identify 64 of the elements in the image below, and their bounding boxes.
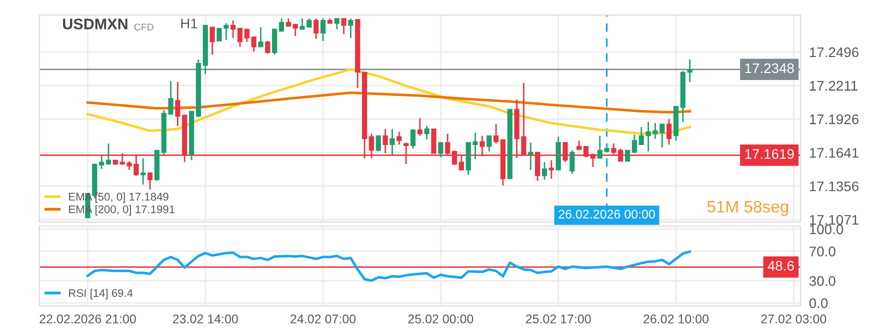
- candlestick: [265, 40, 270, 54]
- y-tick-label: 17.1641: [810, 148, 858, 158]
- candlestick: [493, 123, 499, 144]
- y-tick-label: 17.1071: [810, 214, 858, 225]
- y-tick-label: 70.0: [810, 246, 836, 256]
- x-tick-label: 27.02 03:00: [761, 314, 826, 324]
- candlestick: [147, 172, 153, 190]
- y-tick-label: 17.2211: [810, 80, 858, 91]
- candlestick: [99, 154, 104, 170]
- candlestick: [106, 142, 112, 165]
- candlestick: [632, 134, 638, 154]
- candlestick: [528, 142, 534, 171]
- ref-line-label: 17.2348: [745, 63, 794, 74]
- ref-line-label: 48.6: [768, 260, 794, 271]
- candlestick: [292, 24, 298, 37]
- x-tick-label: 25.02 17:00: [526, 314, 591, 324]
- candlestick: [348, 18, 354, 39]
- candlestick: [272, 28, 278, 56]
- annotation: H1: [181, 18, 198, 28]
- ref-line-label: 26.02.2026 00:00: [558, 210, 655, 219]
- candlestick: [624, 150, 630, 162]
- candlestick: [410, 129, 416, 150]
- candlestick: [334, 18, 340, 30]
- y-tick-label: 0.0: [809, 298, 828, 308]
- annotation: 51M 58seg: [707, 200, 788, 216]
- candlestick: [542, 161, 548, 180]
- x-tick-label: 25.02 00:00: [408, 314, 474, 324]
- y-tick-label: 17.1926: [810, 114, 858, 124]
- text: CFD: [134, 24, 154, 30]
- line-series: [86, 91, 692, 114]
- legend-label: RSI [14] 69.4: [69, 288, 133, 300]
- candlestick: [376, 135, 381, 152]
- chart-title: USDMXN: [63, 18, 128, 30]
- candlestick: [424, 125, 430, 140]
- x-tick-label: 24.02 07:00: [290, 314, 356, 324]
- x-tick-label: 26.02 10:00: [644, 314, 709, 324]
- candlestick: [570, 150, 575, 175]
- candlestick: [417, 117, 422, 136]
- y-tick-label: 30.0: [809, 276, 836, 286]
- candlestick: [486, 135, 492, 152]
- line-series: [86, 250, 692, 282]
- candlestick: [548, 159, 554, 180]
- candlestick: [314, 18, 319, 40]
- candlestick: [230, 20, 236, 39]
- candlestick: [210, 26, 215, 56]
- candlestick: [390, 128, 395, 156]
- candlestick: [396, 131, 402, 146]
- x-tick-label: 23.02 14:00: [172, 314, 238, 324]
- x-tick-label: 22.02.2026 21:00: [40, 314, 136, 324]
- candlestick: [320, 18, 326, 42]
- y-tick-label: 100.0: [810, 224, 844, 234]
- y-tick-label: 17.2496: [810, 47, 858, 58]
- candlestick: [258, 26, 264, 48]
- candlestick: [140, 158, 146, 186]
- candlestick: [341, 18, 346, 35]
- candlestick: [244, 28, 250, 43]
- candlestick: [687, 58, 692, 83]
- candlestick: [278, 18, 284, 32]
- candlestick: [438, 142, 444, 158]
- candlestick: [237, 28, 243, 48]
- candlestick: [251, 36, 256, 52]
- candlestick: [666, 118, 672, 146]
- ref-line-label: 17.1619: [745, 149, 794, 159]
- y-tick-label: 17.1356: [810, 181, 858, 192]
